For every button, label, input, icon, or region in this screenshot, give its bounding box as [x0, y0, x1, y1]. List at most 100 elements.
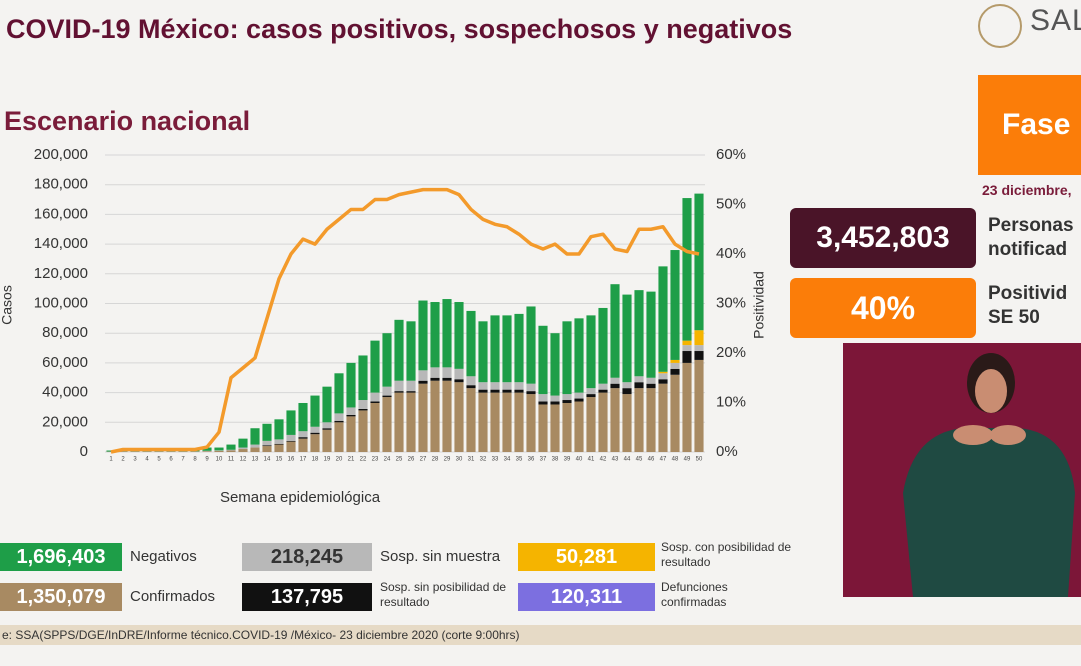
bar-segment	[286, 441, 296, 452]
bar-segment	[658, 373, 668, 380]
bar-segment	[214, 447, 224, 451]
x-tick-label: 28	[432, 457, 439, 463]
bar-segment	[334, 413, 344, 421]
bar-segment	[442, 377, 452, 381]
bar-segment	[322, 429, 332, 452]
phase-box: Fase	[978, 75, 1081, 175]
bar-segment	[238, 449, 248, 452]
bar-segment	[478, 392, 488, 452]
bar-segment	[670, 368, 680, 375]
bar-segment	[394, 392, 404, 452]
bar-segment	[382, 397, 392, 452]
bar-segment	[442, 299, 452, 368]
bar-segment	[286, 434, 296, 441]
y-tick-label: 0	[80, 443, 88, 460]
legend-total: 50,281	[518, 543, 655, 571]
bar-segment	[226, 450, 236, 452]
x-tick-label: 8	[193, 457, 197, 463]
x-tick-label: 15	[276, 457, 283, 463]
bar-segment	[202, 447, 212, 451]
positivity-value: 40%	[790, 278, 976, 338]
x-tick-label: 30	[456, 457, 463, 463]
bar-segment	[358, 400, 368, 409]
bar-segment	[406, 380, 416, 392]
bar-segment	[646, 291, 656, 378]
bar-segment	[670, 374, 680, 452]
x-tick-label: 37	[540, 457, 547, 463]
bar-segment	[262, 446, 272, 452]
bar-segment	[682, 345, 692, 352]
bar-segment	[394, 391, 404, 393]
bar-segment	[526, 306, 536, 384]
bar-segment	[382, 333, 392, 387]
x-tick-label: 4	[145, 457, 149, 463]
bar-segment	[238, 447, 248, 450]
bar-segment	[454, 368, 464, 380]
x-tick-label: 40	[576, 457, 583, 463]
bar-segment	[382, 386, 392, 396]
x-tick-label: 1	[109, 457, 113, 463]
bar-segment	[466, 376, 476, 386]
bar-segment	[502, 315, 512, 383]
bar-segment	[346, 414, 356, 417]
legend-total: 1,696,403	[0, 543, 122, 571]
bar-segment	[286, 440, 296, 442]
x-tick-label: 42	[600, 457, 607, 463]
legend-total: 218,245	[242, 543, 372, 571]
bar-segment	[490, 389, 500, 393]
legend-label: Sosp. sin muestra	[380, 548, 501, 565]
bar-segment	[550, 404, 560, 452]
y-axis-label: Casos	[0, 285, 15, 325]
logo-text: SAL	[1030, 4, 1081, 37]
x-tick-label: 45	[636, 457, 643, 463]
notified-value: 3,452,803	[790, 208, 976, 268]
slide-title: COVID-19 México: casos positivos, sospec…	[6, 14, 793, 44]
bar-segment	[322, 386, 332, 423]
x-tick-label: 20	[336, 457, 343, 463]
y2-tick-label: 40%	[716, 245, 746, 262]
source-note: e: SSA(SPPS/DGE/InDRE/Informe técnico.CO…	[0, 625, 1081, 645]
x-tick-label: 44	[624, 457, 631, 463]
bar-segment	[622, 294, 632, 383]
bar-segment	[634, 388, 644, 452]
bar-segment	[466, 385, 476, 389]
bar-segment	[610, 383, 620, 389]
bar-segment	[622, 394, 632, 452]
x-axis-label: Semana epidemiológica	[220, 489, 381, 506]
x-tick-label: 12	[240, 457, 247, 463]
bar-segment	[610, 284, 620, 378]
legend-total: 1,350,079	[0, 583, 122, 611]
bar-segment	[322, 428, 332, 430]
bar-segment	[682, 362, 692, 452]
x-tick-label: 13	[252, 457, 259, 463]
x-tick-label: 10	[216, 457, 223, 463]
x-tick-label: 50	[696, 457, 703, 463]
bar-segment	[682, 340, 692, 346]
bar-segment	[454, 302, 464, 369]
bar-segment	[622, 382, 632, 389]
bar-segment	[478, 382, 488, 390]
y-tick-label: 100,000	[34, 294, 88, 311]
x-tick-label: 36	[528, 457, 535, 463]
bar-segment	[562, 394, 572, 401]
bar-segment	[634, 376, 644, 383]
bar-segment	[658, 383, 668, 452]
bar-segment	[574, 318, 584, 393]
bar-segment	[262, 423, 272, 441]
x-tick-label: 7	[181, 457, 185, 463]
x-tick-label: 23	[372, 457, 379, 463]
bar-segment	[466, 388, 476, 452]
bar-segment	[418, 300, 428, 371]
bar-segment	[358, 408, 368, 411]
y2-tick-label: 30%	[716, 294, 746, 311]
bar-segment	[550, 401, 560, 405]
bar-segment	[502, 389, 512, 393]
bar-segment	[466, 310, 476, 377]
notified-label: Personas notificad	[988, 215, 1074, 260]
chart-title: Escenario nacional	[4, 106, 251, 136]
y-tick-label: 20,000	[42, 413, 88, 430]
y2-tick-label: 50%	[716, 195, 746, 212]
x-tick-label: 2	[121, 457, 125, 463]
bar-segment	[430, 302, 440, 368]
y2-tick-label: 0%	[716, 443, 738, 460]
